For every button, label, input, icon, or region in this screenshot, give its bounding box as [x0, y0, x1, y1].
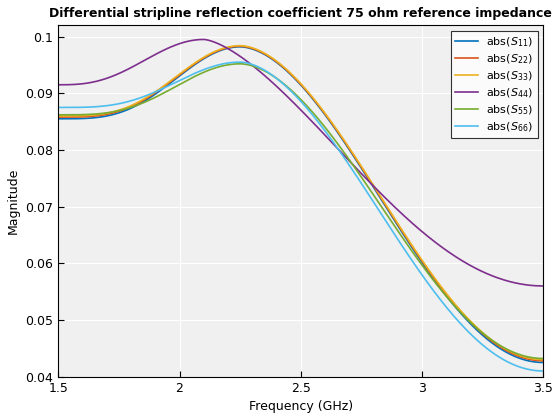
Y-axis label: Magnitude: Magnitude — [7, 168, 20, 234]
Title: Differential stripline reflection coefficient 75 ohm reference impedance: Differential stripline reflection coeffi… — [49, 7, 552, 20]
X-axis label: Frequency (GHz): Frequency (GHz) — [249, 400, 353, 413]
Legend: abs($S_{11}$), abs($S_{22}$), abs($S_{33}$), abs($S_{44}$), abs($S_{55}$), abs($: abs($S_{11}$), abs($S_{22}$), abs($S_{33… — [451, 31, 538, 138]
